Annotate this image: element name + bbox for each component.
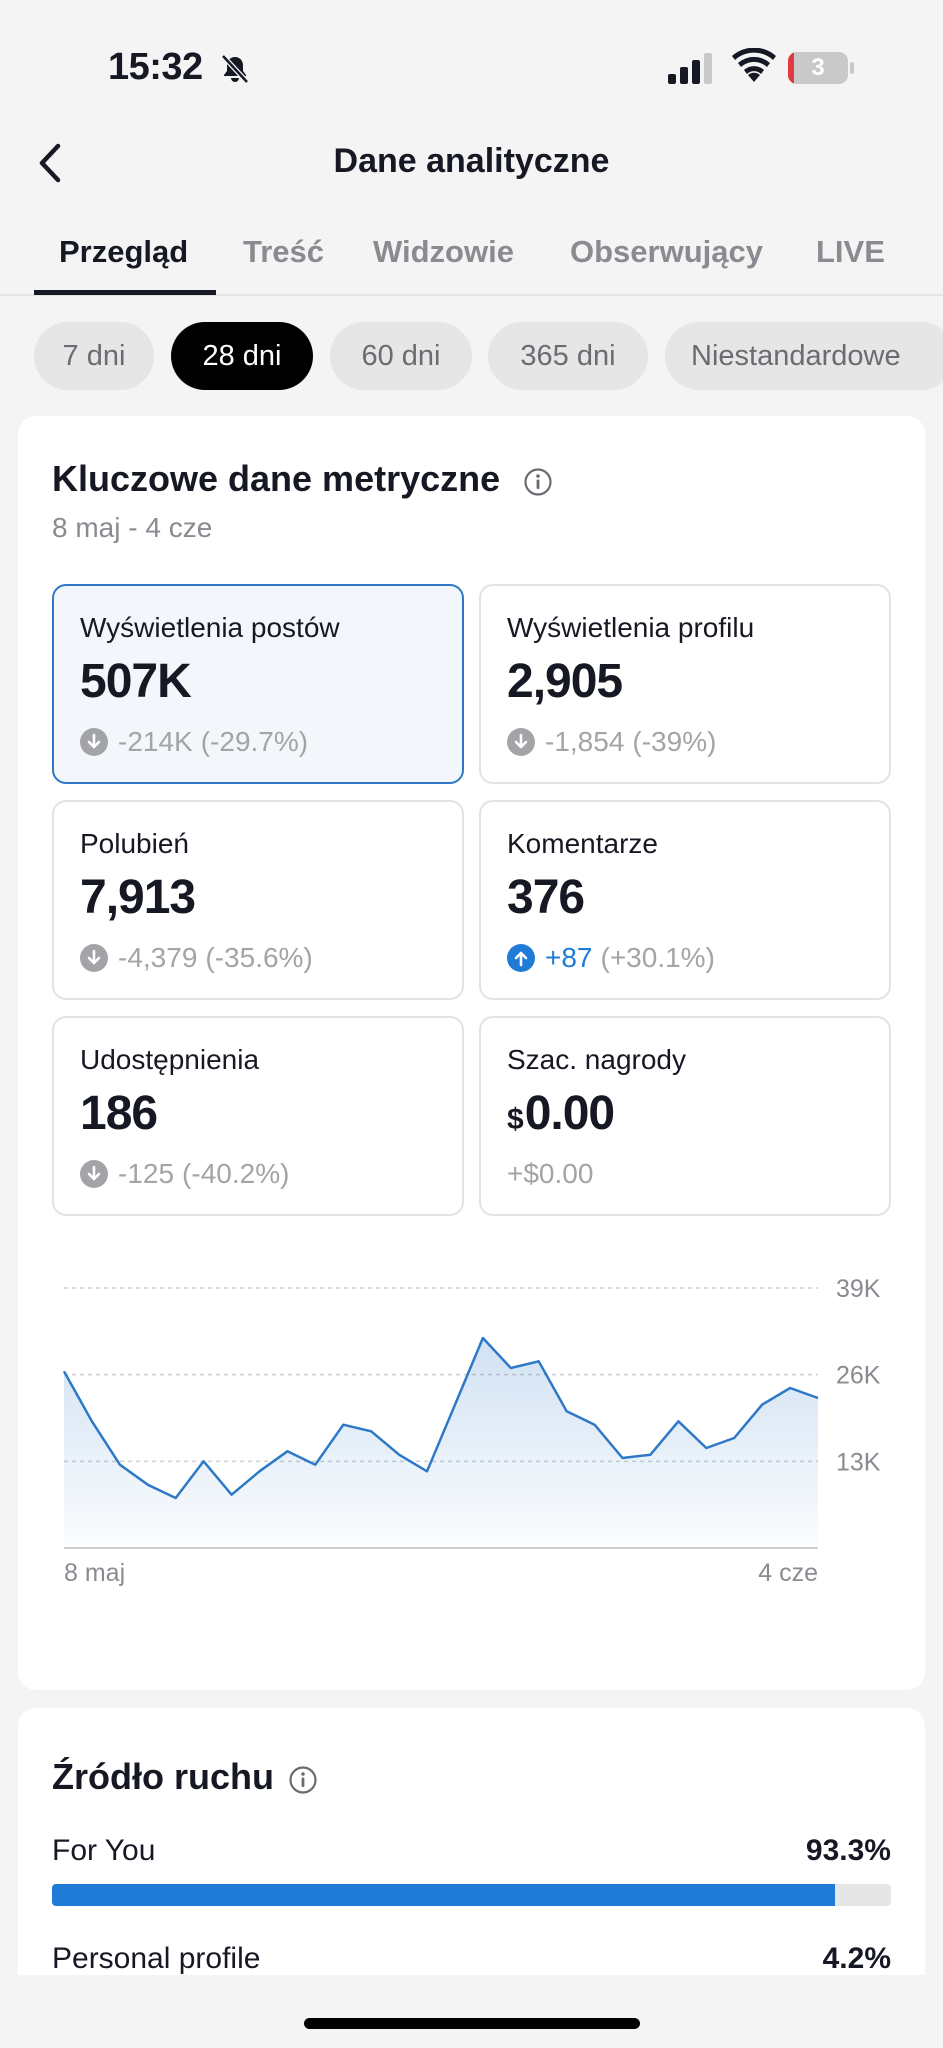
post-views-chart[interactable]: 13K 26K 39K 8 maj 4 cze	[18, 1248, 925, 1588]
status-bar: 15:32 3	[0, 0, 943, 130]
arrow-up-icon	[507, 944, 535, 972]
period-chip-365[interactable]: 365 dni	[488, 322, 648, 390]
battery-icon: 3	[788, 52, 854, 84]
metric-value: 7,913	[80, 871, 196, 924]
traffic-bar-fill	[52, 1884, 835, 1906]
date-range: 8 maj - 4 cze	[52, 512, 213, 543]
home-indicator[interactable]	[304, 2018, 640, 2029]
metric-shares[interactable]: Udostępnienia 186 -125 (-40.2%)	[52, 1016, 464, 1216]
period-selector: 7 dni 28 dni 60 dni 365 dni Niestandardo…	[0, 322, 943, 390]
traffic-title: Źródło ruchu	[52, 1756, 274, 1797]
traffic-percent: 4.2%	[822, 1942, 891, 1975]
metric-profile-views[interactable]: Wyświetlenia profilu 2,905 -1,854 (-39%)	[479, 584, 891, 784]
y-tick-label: 13K	[836, 1448, 881, 1476]
arrow-down-icon	[80, 944, 108, 972]
metric-delta: +87	[545, 942, 593, 973]
metric-comments[interactable]: Komentarze 376 +87 (+30.1%)	[479, 800, 891, 1000]
metric-value: 507K	[80, 655, 192, 708]
metric-delta: -125	[118, 1158, 175, 1189]
x-tick-label: 4 cze	[758, 1559, 818, 1587]
info-icon[interactable]	[288, 1765, 318, 1795]
metric-value: 2,905	[507, 655, 623, 708]
traffic-bar-for-you	[52, 1884, 891, 1906]
tab-live[interactable]: LIVE	[816, 234, 885, 269]
metric-label: Wyświetlenia profilu	[507, 612, 755, 643]
traffic-label: For You	[52, 1834, 156, 1867]
metric-delta: -1,854	[545, 726, 625, 757]
tab-followers[interactable]: Obserwujący	[570, 234, 763, 269]
metric-label: Udostępnienia	[80, 1044, 260, 1075]
metric-likes[interactable]: Polubień 7,913 -4,379 (-35.6%)	[52, 800, 464, 1000]
metric-change: -1,854 (-39%)	[507, 726, 716, 758]
key-metrics-title: Kluczowe dane metryczne	[52, 458, 501, 499]
chart-area	[64, 1338, 818, 1548]
period-chip-28[interactable]: 28 dni	[171, 322, 313, 390]
traffic-row-for-you: For You 93.3%	[52, 1834, 891, 1874]
tab-content[interactable]: Treść	[243, 234, 325, 269]
battery-level: 3	[811, 54, 825, 81]
status-time: 15:32	[108, 46, 203, 88]
metric-label: Szac. nagrody	[507, 1044, 686, 1075]
metric-delta: +$0.00	[507, 1158, 594, 1189]
metric-change: -214K (-29.7%)	[80, 726, 308, 758]
metric-percent: (-35.6%)	[205, 942, 313, 973]
key-metrics-card: Kluczowe dane metryczne 8 maj - 4 cze Wy…	[18, 416, 925, 1690]
metric-change: -4,379 (-35.6%)	[80, 942, 313, 974]
metric-label: Komentarze	[507, 828, 658, 859]
wifi-icon	[732, 48, 776, 82]
metric-change: +87 (+30.1%)	[507, 942, 715, 974]
metric-value: 376	[507, 871, 585, 924]
x-tick-label: 8 maj	[64, 1559, 125, 1587]
metric-percent: (-29.7%)	[200, 726, 309, 757]
period-chip-7[interactable]: 7 dni	[34, 322, 154, 390]
info-icon[interactable]	[523, 467, 553, 497]
arrow-down-icon	[80, 1160, 108, 1188]
bottom-safe-area	[0, 1975, 943, 2048]
metric-delta: -214K	[118, 726, 193, 757]
tab-overview[interactable]: Przegląd	[59, 234, 189, 269]
traffic-label: Personal profile	[52, 1942, 261, 1975]
arrow-down-icon	[80, 728, 108, 756]
tab-bar: Przegląd Treść Widzowie Obserwujący LIVE	[0, 230, 943, 296]
page-title: Dane analityczne	[333, 142, 610, 180]
metric-percent: (-39%)	[632, 726, 717, 757]
back-arrow-icon[interactable]	[30, 140, 70, 186]
signal-icon	[668, 53, 712, 84]
arrow-down-icon	[507, 728, 535, 756]
metric-label: Wyświetlenia postów	[80, 612, 340, 643]
tab-viewers[interactable]: Widzowie	[373, 234, 514, 269]
period-chip-custom[interactable]: Niestandardowe	[665, 322, 943, 390]
currency-symbol: $	[507, 1103, 524, 1136]
metric-value: 186	[80, 1087, 158, 1140]
chart-line	[62, 1336, 819, 1500]
metric-change: -125 (-40.2%)	[80, 1158, 289, 1190]
tab-active-indicator	[34, 290, 216, 295]
metric-percent: (+30.1%)	[600, 942, 715, 973]
bell-slash-icon	[221, 54, 249, 84]
metric-value-number: 0.00	[524, 1087, 615, 1140]
metric-value: $0.00	[507, 1086, 615, 1141]
metric-delta: -4,379	[118, 942, 198, 973]
y-tick-label: 39K	[836, 1275, 881, 1303]
traffic-percent: 93.3%	[805, 1834, 891, 1867]
metric-label: Polubień	[80, 828, 189, 859]
metric-est-rewards[interactable]: Szac. nagrody $0.00 +$0.00	[479, 1016, 891, 1216]
traffic-row-personal-profile: Personal profile 4.2%	[52, 1942, 891, 1982]
y-tick-label: 26K	[836, 1362, 881, 1390]
period-chip-60[interactable]: 60 dni	[330, 322, 472, 390]
metric-post-views[interactable]: Wyświetlenia postów 507K -214K (-29.7%)	[52, 584, 464, 784]
metric-percent: (-40.2%)	[182, 1158, 290, 1189]
metric-change: +$0.00	[507, 1158, 593, 1190]
